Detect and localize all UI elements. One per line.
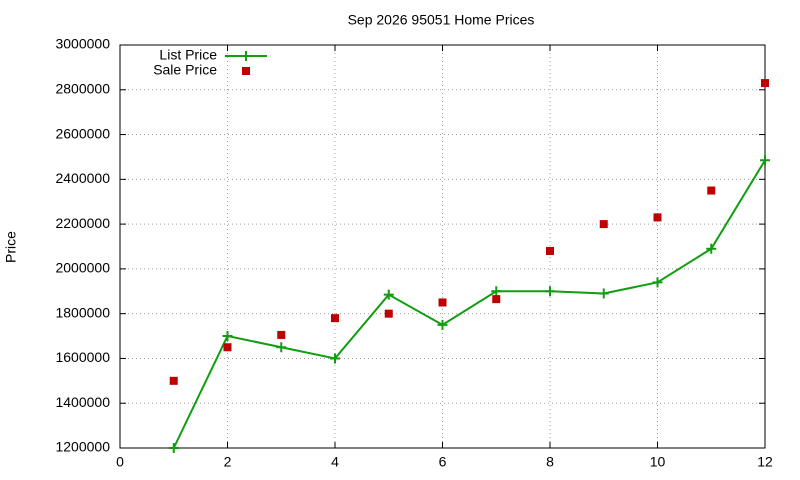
point-marker: [276, 342, 287, 353]
x-tick-label: 2: [224, 454, 232, 470]
y-tick-label: 1200000: [55, 439, 110, 455]
y-tick-label: 3000000: [55, 36, 110, 52]
point-marker: [223, 343, 232, 352]
x-tick-label: 10: [650, 454, 666, 470]
y-axis-label: Price: [3, 231, 19, 263]
y-tick-label: 1600000: [55, 349, 110, 365]
point-marker: [331, 314, 339, 323]
y-tick-label: 2200000: [55, 215, 110, 231]
y-tick-label: 2400000: [55, 170, 110, 186]
point-marker: [545, 286, 555, 297]
point-marker: [169, 376, 178, 385]
point-marker: [492, 295, 501, 304]
point-marker: [706, 243, 717, 254]
y-tick-label: 2000000: [55, 260, 110, 276]
point-marker: [491, 286, 502, 297]
legend-label: List Price: [159, 47, 217, 63]
x-tick-label: 8: [546, 454, 554, 470]
y-tick-label: 1800000: [55, 304, 110, 320]
point-marker: [384, 309, 393, 318]
point-marker: [760, 155, 770, 166]
x-tick-label: 6: [439, 454, 447, 470]
point-marker: [653, 213, 662, 222]
x-tick-label: 12: [757, 454, 773, 470]
point-marker: [222, 331, 233, 342]
point-marker: [652, 277, 663, 288]
point-marker: [438, 298, 447, 307]
y-tick-label: 2600000: [55, 125, 110, 141]
point-marker: [168, 443, 179, 453]
legend-swatch: [242, 67, 250, 75]
point-marker: [330, 353, 340, 364]
point-marker: [707, 186, 716, 195]
point-marker: [546, 246, 554, 255]
point-marker: [599, 220, 608, 229]
legend-label: Sale Price: [153, 62, 217, 78]
y-tick-label: 1400000: [55, 394, 110, 410]
point-marker: [598, 288, 609, 299]
x-tick-label: 0: [116, 454, 124, 470]
point-marker: [761, 79, 769, 88]
legend-swatch: [241, 51, 251, 61]
series-line: [172, 159, 766, 449]
chart-title: Sep 2026 95051 Home Prices: [348, 12, 535, 28]
point-marker: [437, 319, 448, 330]
y-tick-label: 2800000: [55, 80, 110, 96]
point-marker: [383, 289, 394, 300]
x-tick-label: 4: [331, 454, 339, 470]
point-marker: [277, 330, 286, 339]
plot-frame: [119, 44, 766, 449]
